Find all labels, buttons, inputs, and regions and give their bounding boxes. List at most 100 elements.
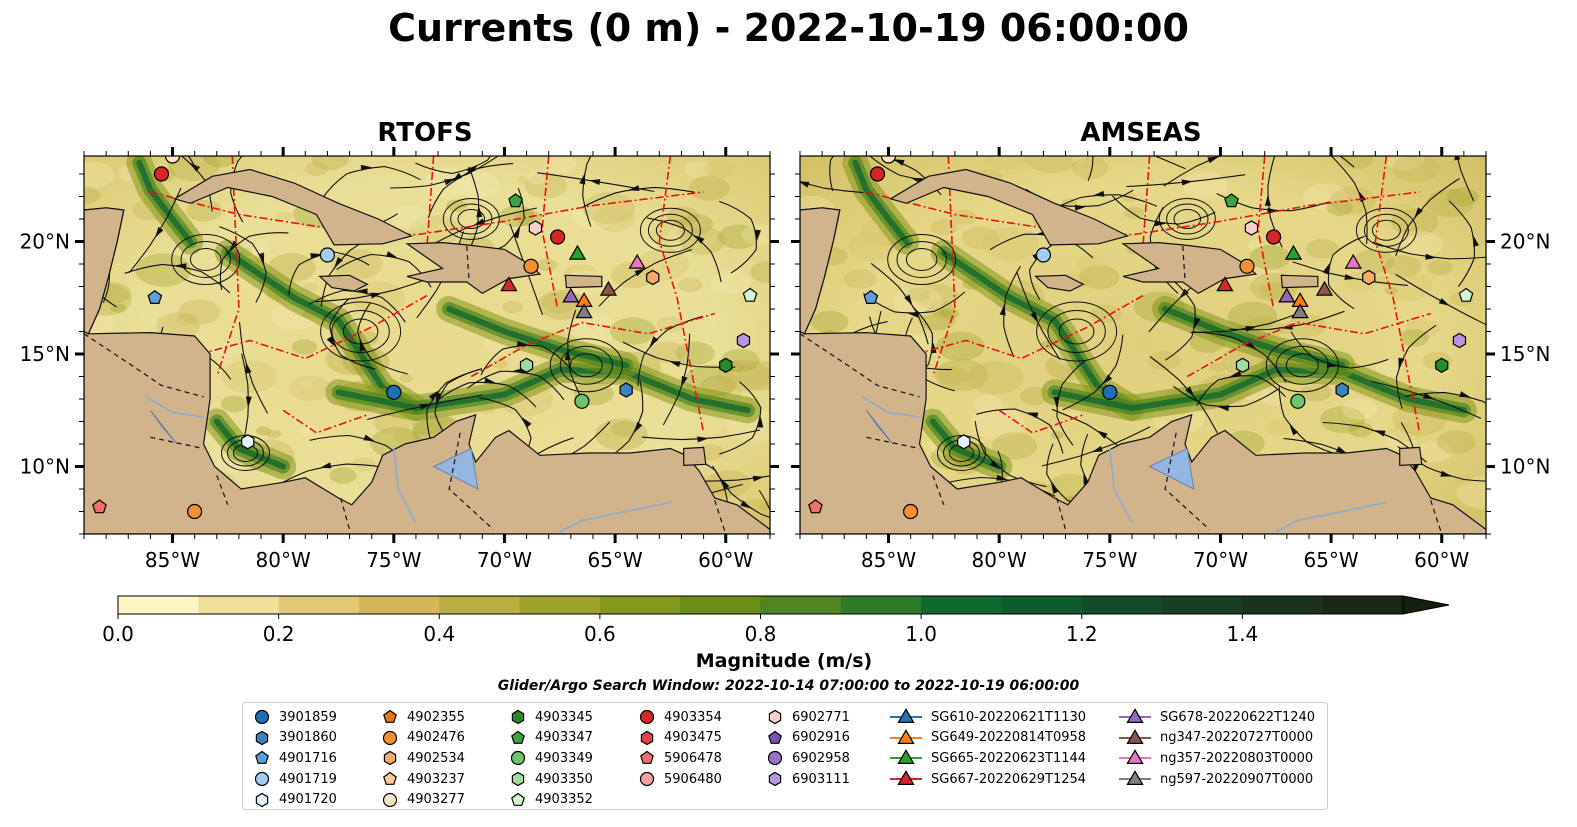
map-marker-13 [1235, 357, 1250, 373]
legend-hexagon-marker [768, 710, 782, 725]
legend-label: 6902958 [792, 750, 850, 766]
legend-label: 4903277 [407, 792, 465, 808]
lat-tick-label: 15°N [20, 342, 70, 366]
map-marker-1 [869, 166, 886, 182]
map-marker-8 [386, 384, 402, 400]
legend-triangle-marker [897, 708, 915, 724]
legend-triangle-marker [1126, 708, 1144, 724]
legend-entry: 4903347 [509, 728, 593, 749]
legend-pentagon-marker [768, 730, 782, 744]
argo-float-legend-marker [767, 751, 783, 766]
glider-track-legend-marker [890, 708, 922, 724]
legend-hexagon-marker [255, 792, 269, 807]
colorbar-segment [1242, 596, 1324, 614]
legend-hexagon-marker [383, 751, 397, 766]
legend-column: 4903345 4903347 4903349 4903350 4903352 [509, 707, 593, 810]
legend-label: 4903350 [535, 771, 593, 787]
legend-column: 6902771 6902916 6902958 6903111 [766, 707, 850, 789]
map-marker-2 [164, 156, 181, 164]
map-marker-12 [523, 258, 539, 274]
legend-column: 4903354 4903475 5906478 5906480 [638, 707, 722, 789]
map-marker-5 [957, 434, 971, 450]
map-marker-14 [574, 393, 590, 409]
argo-float-legend-marker [510, 751, 526, 766]
map-marker-9 [1224, 193, 1239, 208]
colorbar: 0.0 0.2 0.4 0.6 0.8 1.0 1.2 1.4 [102, 595, 1450, 646]
colorbar-segment [358, 596, 440, 614]
colorbar-tick-label: 1.0 [905, 622, 937, 646]
lon-tick-label: 65°W [1303, 548, 1358, 572]
legend-entry: SG665-20220623T1144 [889, 748, 1086, 769]
legend-entry: SG649-20220814T0958 [889, 728, 1086, 749]
map-marker-22 [1344, 253, 1362, 269]
legend-label: 4903352 [535, 792, 593, 808]
legend-pentagon-marker [383, 710, 397, 724]
lon-tick-label: 70°W [1193, 548, 1248, 572]
map-marker-7 [902, 503, 919, 520]
legend-label: SG667-20220629T1254 [931, 771, 1087, 787]
legend-entry: 4903475 [638, 728, 722, 749]
glider-track-legend-marker [1119, 749, 1151, 765]
argo-float-legend-marker [640, 751, 654, 765]
legend-label: 3901860 [279, 730, 337, 746]
colorbar-tick-label: 1.2 [1066, 622, 1098, 646]
map-marker-5 [241, 434, 255, 450]
argo-float-legend-marker [768, 710, 782, 725]
legend-entry: 4903237 [381, 769, 465, 790]
legend-label: SG649-20220814T0958 [931, 730, 1087, 746]
lat-tick-label: 10°N [20, 455, 70, 479]
legend-pentagon-marker [383, 771, 397, 785]
legend-entry: SG678-20220622T1240 [1118, 707, 1315, 728]
glider-track-legend-marker [1119, 728, 1151, 744]
land-trinidad [683, 446, 707, 467]
glider-track-legend-marker [890, 728, 922, 744]
map-marker-17 [719, 357, 733, 373]
argo-float-legend-marker [639, 710, 655, 725]
legend-circle-marker [382, 730, 398, 745]
legend-entry: 4902355 [381, 707, 465, 728]
legend-entry: ng347-20220727T0000 [1118, 728, 1315, 749]
map-marker-9 [508, 193, 523, 208]
lon-tick-label: 60°W [1414, 548, 1469, 572]
legend-label: 6903111 [792, 771, 850, 787]
map-marker-18 [736, 332, 751, 349]
lon-tick-label: 60°W [698, 548, 753, 572]
legend-label: ng347-20220727T0000 [1160, 730, 1314, 746]
colorbar-tick-label: 0.8 [745, 622, 777, 646]
map-marker-19 [742, 287, 758, 302]
legend-label: 4902476 [407, 730, 465, 746]
legend-triangle-marker [897, 728, 915, 744]
legend-label: 4901720 [279, 792, 337, 808]
lat-tick-label: 15°N [1500, 342, 1550, 366]
lon-tick-label: 85°W [145, 548, 200, 572]
lon-tick-label: 80°W [972, 548, 1027, 572]
land-yucatan [84, 207, 125, 335]
legend-column: 4902355 4902476 4902534 4903237 4903277 [381, 707, 465, 810]
legend-label: SG610-20220621T1130 [931, 709, 1087, 725]
legend-entry: 4901720 [253, 789, 337, 810]
legend-label: 5906478 [664, 750, 722, 766]
legend-entry: 4903349 [509, 748, 593, 769]
argo-float-legend-marker [254, 710, 270, 725]
argo-float-legend-marker [511, 792, 525, 806]
map-marker-11 [549, 229, 566, 245]
map-marker-26 [1291, 303, 1309, 319]
legend-entry: 4901716 [253, 748, 337, 769]
map-marker-16 [1362, 269, 1376, 286]
colorbar-segment [1322, 596, 1404, 614]
legend-label: 3901859 [279, 709, 337, 725]
map-marker-4 [1035, 247, 1052, 263]
map-marker-17 [1435, 357, 1449, 373]
map-marker-15 [1335, 382, 1349, 398]
map-marker-8 [1102, 384, 1118, 400]
map-marker-2 [880, 156, 897, 164]
legend-entry: 4902476 [381, 728, 465, 749]
search-window-caption: Glider/Argo Search Window: 2022-10-14 07… [497, 678, 1080, 694]
map-marker-23 [1278, 287, 1296, 303]
land-trinidad [1399, 446, 1423, 467]
map-marker-10 [528, 220, 543, 236]
legend-entry: 4903354 [638, 707, 722, 728]
legend-triangle-marker [1126, 770, 1144, 786]
map-marker-25 [1315, 280, 1334, 296]
glider-track-legend-marker [890, 770, 922, 786]
